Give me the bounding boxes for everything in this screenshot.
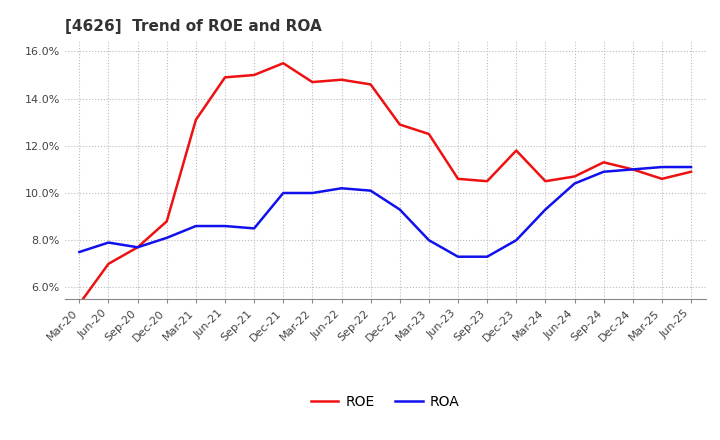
ROA — [425, 238, 433, 243]
ROA — [629, 167, 637, 172]
ROE — [337, 77, 346, 82]
ROE — [308, 80, 317, 85]
ROA — [192, 224, 200, 229]
ROA — [163, 235, 171, 241]
ROE — [454, 176, 462, 181]
ROE — [395, 122, 404, 127]
ROA — [250, 226, 258, 231]
ROA — [483, 254, 492, 259]
ROA — [599, 169, 608, 174]
ROE — [599, 160, 608, 165]
Legend: ROE, ROA: ROE, ROA — [305, 389, 465, 414]
ROA — [133, 245, 142, 250]
ROE — [512, 148, 521, 153]
ROA — [308, 191, 317, 196]
ROA — [366, 188, 375, 193]
ROA — [687, 165, 696, 170]
ROA — [657, 165, 666, 170]
ROE — [425, 132, 433, 137]
Line: ROA: ROA — [79, 167, 691, 257]
ROE — [279, 61, 287, 66]
ROA — [454, 254, 462, 259]
ROE — [629, 167, 637, 172]
ROE — [366, 82, 375, 87]
ROE — [657, 176, 666, 181]
ROA — [337, 186, 346, 191]
Line: ROE: ROE — [79, 63, 691, 304]
ROA — [279, 191, 287, 196]
ROE — [192, 117, 200, 122]
ROA — [541, 207, 550, 212]
ROA — [104, 240, 113, 245]
ROE — [541, 179, 550, 184]
ROE — [483, 179, 492, 184]
ROE — [75, 301, 84, 307]
ROE — [687, 169, 696, 174]
ROA — [220, 224, 229, 229]
ROE — [163, 219, 171, 224]
Text: [4626]  Trend of ROE and ROA: [4626] Trend of ROE and ROA — [65, 19, 322, 34]
ROA — [395, 207, 404, 212]
ROA — [570, 181, 579, 186]
ROE — [133, 245, 142, 250]
ROA — [75, 249, 84, 255]
ROE — [570, 174, 579, 179]
ROA — [512, 238, 521, 243]
ROE — [250, 72, 258, 77]
ROE — [104, 261, 113, 267]
ROE — [220, 75, 229, 80]
